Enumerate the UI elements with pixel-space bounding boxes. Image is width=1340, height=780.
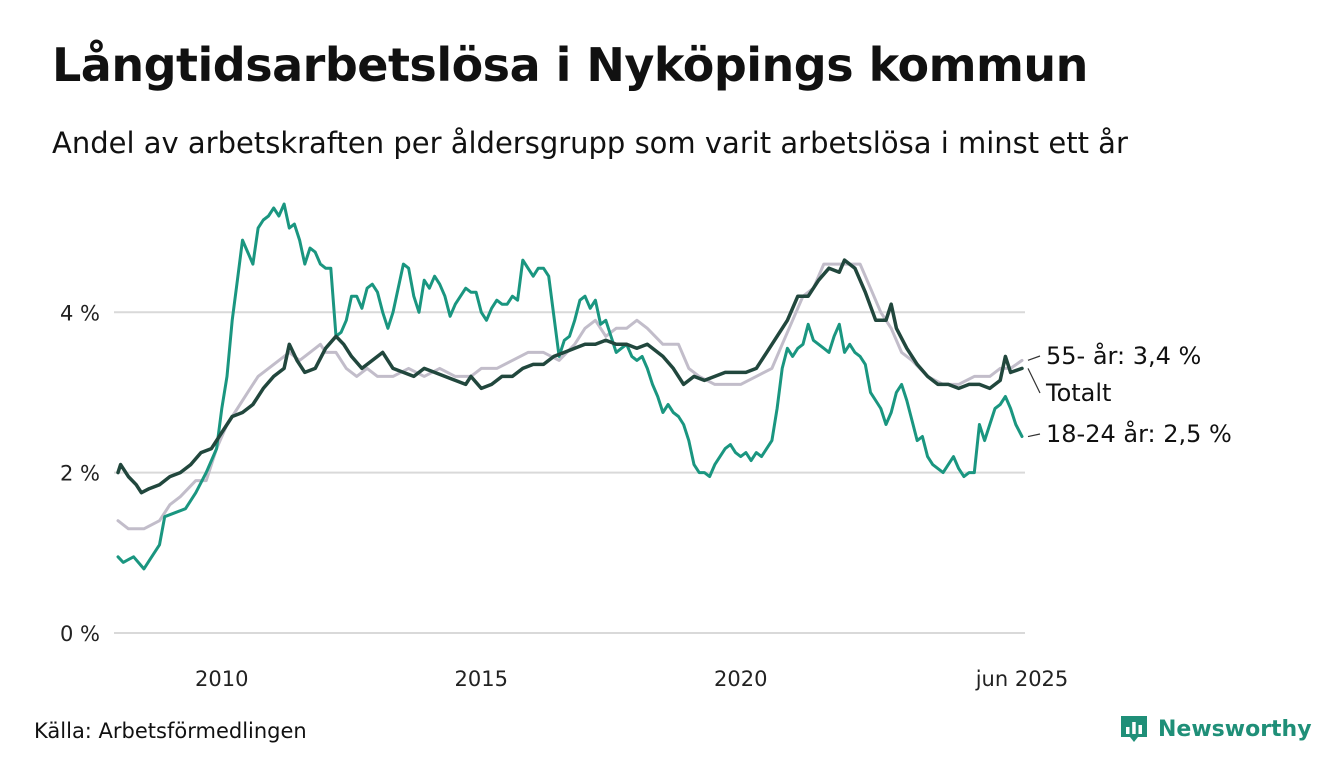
y-tick-label: 2 % (60, 462, 100, 486)
y-tick-label: 0 % (60, 622, 100, 646)
leader-line-2 (1027, 368, 1041, 394)
chart-title: Långtidsarbetslösa i Nyköpings kommun (52, 38, 1088, 92)
source-note: Källa: Arbetsförmedlingen (34, 719, 307, 743)
brand-name: Newsworthy (1158, 716, 1312, 742)
newsworthy-logo-icon (1121, 716, 1147, 742)
x-tick-label: 2020 (714, 667, 767, 691)
x-tick-label: 2015 (455, 667, 508, 691)
end-labels: 55- år: 3,4 % 18-24 år: 2,5 % Totalt (1027, 341, 1232, 448)
x-tick-label: 2010 (195, 667, 248, 691)
series-lines (116, 202, 1024, 571)
leader-line-1 (1027, 433, 1041, 438)
chart-subtitle: Andel av arbetskraften per åldersgrupp s… (52, 126, 1128, 160)
series-line-0 (116, 262, 1024, 531)
axis-ticks: 0 % 2 % 4 % 2010 2015 2020 jun 2025 (60, 301, 1068, 691)
grid-lines (114, 311, 1025, 634)
x-tick-label: jun 2025 (975, 667, 1069, 691)
brand-logo[interactable]: Newsworthy (1118, 713, 1312, 745)
y-tick-label: 4 % (60, 301, 100, 325)
series-end-label: 18-24 år: 2,5 % (1046, 419, 1232, 448)
series-line-1 (116, 202, 1024, 571)
series-line-2 (116, 258, 1024, 495)
leader-line-0 (1027, 355, 1041, 361)
series-end-label: Totalt (1045, 379, 1111, 407)
series-end-label: 55- år: 3,4 % (1046, 341, 1201, 370)
